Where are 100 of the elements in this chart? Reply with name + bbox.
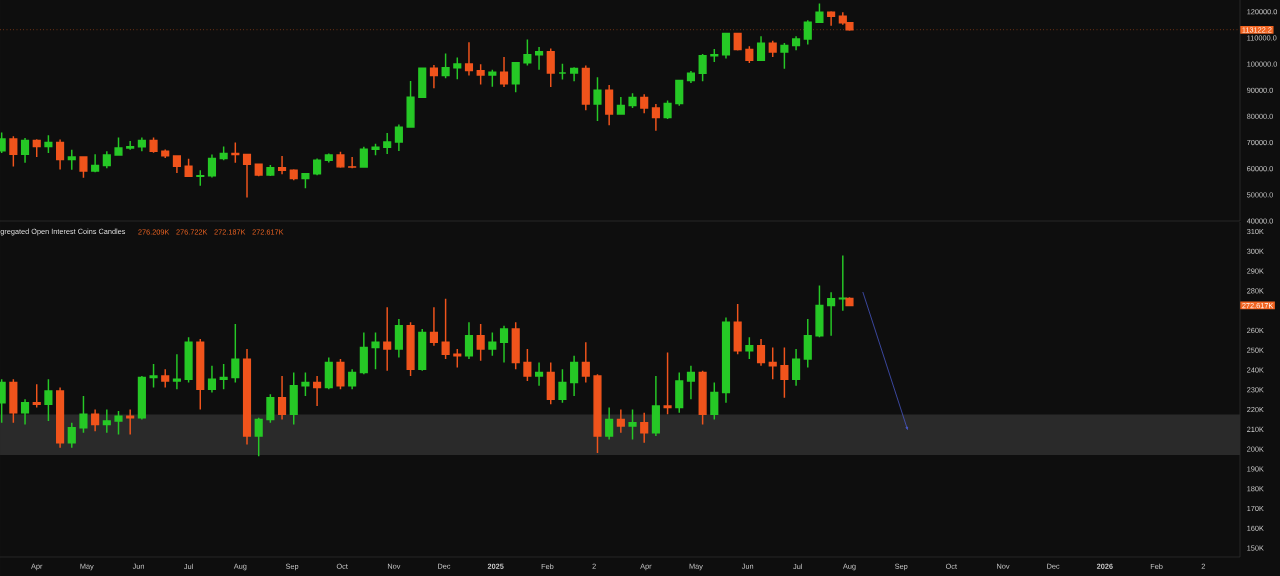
candlestick (441, 298, 450, 360)
candlestick (406, 80, 415, 129)
candlestick (172, 353, 181, 390)
candlestick (231, 323, 240, 384)
candlestick (698, 370, 707, 426)
candlestick (161, 368, 170, 389)
candlestick (815, 2, 824, 24)
candlestick (149, 363, 158, 389)
candlestick (441, 52, 450, 79)
candlestick (453, 348, 462, 369)
candlestick (324, 152, 333, 164)
candlestick (721, 316, 731, 404)
candlestick (324, 356, 333, 390)
candlestick (628, 92, 637, 109)
candlestick (663, 351, 672, 416)
candlestick (289, 371, 298, 426)
candlestick (792, 35, 801, 51)
candlestick (313, 157, 322, 176)
candlestick (207, 365, 217, 394)
candlestick (348, 156, 357, 169)
candlestick (651, 375, 660, 437)
candlestick (546, 361, 555, 405)
candlestick (20, 137, 30, 164)
candlestick (149, 136, 158, 154)
candlestick (254, 416, 263, 458)
candlestick (277, 155, 287, 175)
candlestick (803, 19, 812, 46)
candlestick (137, 375, 146, 421)
candlestick (721, 32, 731, 60)
candlestick (581, 341, 590, 384)
candlestick (67, 149, 76, 171)
candlestick (476, 63, 485, 86)
candlestick (219, 363, 228, 390)
candlestick (348, 368, 357, 390)
candlestick (429, 306, 438, 347)
candlestick (313, 375, 322, 407)
candlestick (126, 408, 135, 436)
candlestick (301, 172, 310, 190)
candlestick (20, 398, 30, 426)
candlestick (534, 361, 544, 387)
candlestick (91, 153, 100, 174)
candlestick (792, 348, 801, 387)
candlestick (406, 321, 415, 377)
candlestick (359, 145, 368, 169)
candlestick (242, 348, 252, 446)
candlestick (56, 386, 65, 449)
candlestick (9, 378, 18, 424)
candlestick (56, 138, 65, 171)
candlestick (9, 135, 18, 168)
candlestick (628, 408, 637, 441)
candlestick (675, 79, 684, 107)
candlestick (488, 331, 497, 357)
candlestick (418, 328, 427, 372)
candlestick (733, 303, 742, 355)
candlestick (44, 134, 53, 154)
candlestick (453, 56, 462, 80)
candlestick (838, 254, 847, 312)
candlestick (570, 66, 579, 83)
candlestick (219, 145, 228, 162)
candlestick (67, 421, 76, 449)
candlestick (137, 136, 146, 152)
candlestick (184, 158, 193, 178)
candlestick (488, 69, 497, 88)
candlestick (79, 395, 88, 434)
candlestick (780, 42, 789, 70)
candlestick (534, 46, 544, 71)
candlestick (91, 408, 100, 432)
candlestick (102, 408, 111, 434)
candlestick (499, 56, 509, 88)
candlestick (605, 406, 614, 441)
candlestick (32, 138, 41, 158)
candlestick (768, 346, 777, 381)
candlestick (44, 378, 53, 422)
candlestick (114, 136, 123, 157)
candlestick (581, 64, 590, 112)
candlestick (523, 38, 532, 67)
candlestick (827, 291, 836, 337)
candlestick (499, 324, 509, 364)
candlestick (640, 93, 649, 114)
candlestick (277, 375, 287, 421)
candlestick (114, 410, 123, 436)
candlestick (371, 331, 380, 370)
candlestick (710, 381, 719, 421)
candlestick (418, 67, 427, 99)
candlestick (242, 153, 252, 199)
candlestick (394, 318, 403, 359)
candlestick (231, 141, 240, 164)
candlestick (383, 132, 392, 155)
candlestick (172, 154, 181, 174)
candlestick (266, 393, 275, 424)
candlestick (207, 153, 217, 179)
candlestick (546, 47, 555, 88)
candlestick (745, 336, 754, 360)
candlestick (780, 346, 789, 399)
candlestick (593, 373, 602, 454)
candlestick (266, 164, 275, 177)
candlestick (254, 163, 263, 178)
candlestick (511, 61, 520, 94)
candlestick (371, 143, 380, 157)
candlestick (336, 358, 345, 390)
